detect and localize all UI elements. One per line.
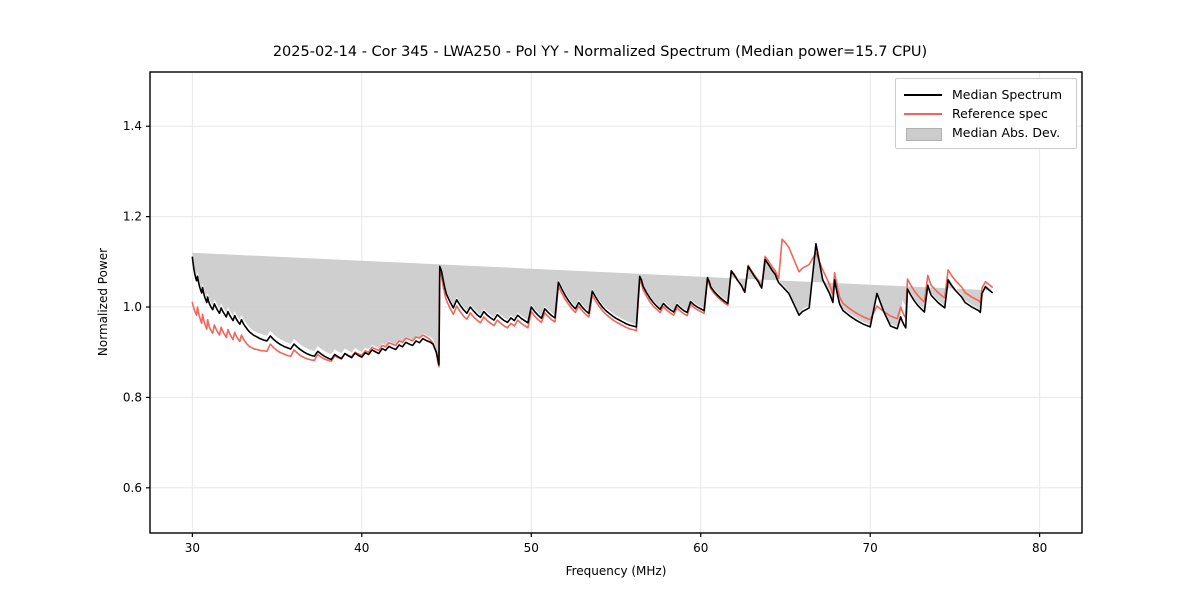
legend-label-reference-spec: Reference spec — [952, 106, 1048, 121]
median-spectrum-line — [191, 242, 993, 366]
plot-frame — [149, 71, 1083, 534]
legend-item-median-abs-dev: Median Abs. Dev. — [904, 123, 1068, 142]
legend-item-median-spectrum: Median Spectrum — [904, 85, 1068, 104]
svg-text:40: 40 — [354, 541, 369, 555]
x-axis-label: Frequency (MHz) — [566, 564, 667, 578]
svg-text:1.4: 1.4 — [123, 119, 142, 133]
reference-spec-line — [191, 238, 993, 368]
svg-text:60: 60 — [693, 541, 708, 555]
legend-label-median-abs-dev: Median Abs. Dev. — [952, 125, 1061, 140]
svg-text:70: 70 — [863, 541, 878, 555]
svg-text:1.2: 1.2 — [123, 210, 142, 224]
mad-band — [192, 241, 993, 363]
x-axis-ticks: 30 40 50 60 70 80 — [185, 533, 1047, 555]
svg-text:0.6: 0.6 — [123, 481, 142, 495]
svg-text:0.8: 0.8 — [123, 390, 142, 404]
chart-legend: Median Spectrum Reference spec Median Ab… — [895, 78, 1077, 149]
svg-text:50: 50 — [524, 541, 539, 555]
legend-key-line-black — [904, 88, 942, 102]
svg-text:30: 30 — [185, 541, 200, 555]
svg-text:1.0: 1.0 — [123, 300, 142, 314]
svg-text:80: 80 — [1032, 541, 1047, 555]
legend-key-line-red — [904, 107, 942, 121]
chart-title: 2025-02-14 - Cor 345 - LWA250 - Pol YY -… — [272, 44, 928, 60]
legend-item-reference-spec: Reference spec — [904, 104, 1068, 123]
y-axis-label: Normalized Power — [96, 248, 110, 356]
legend-label-median-spectrum: Median Spectrum — [952, 87, 1063, 102]
y-axis-ticks: 0.6 0.8 1.0 1.2 1.4 — [123, 119, 150, 495]
legend-key-patch-grey — [904, 126, 942, 141]
